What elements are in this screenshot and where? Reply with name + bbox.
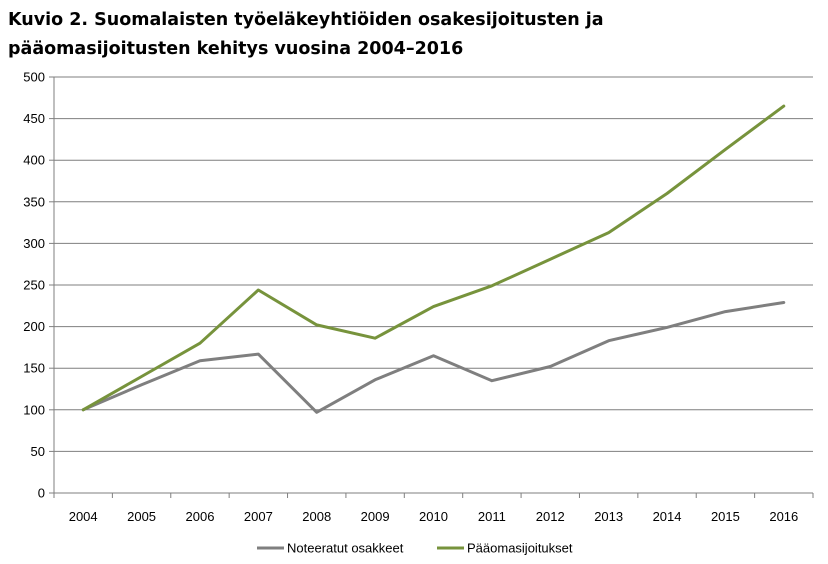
x-tick-label: 2008 <box>302 509 331 524</box>
y-tick-label: 300 <box>23 236 45 251</box>
x-tick-label: 2004 <box>69 509 98 524</box>
y-tick-label: 100 <box>23 402 45 417</box>
y-tick-label: 50 <box>31 444 45 459</box>
chart-title: Kuvio 2. Suomalaisten työeläkeyhtiöiden … <box>8 6 808 64</box>
chart-title-line-1: Kuvio 2. Suomalaisten työeläkeyhtiöiden … <box>8 10 604 30</box>
y-tick-label: 250 <box>23 278 45 293</box>
y-tick-label: 150 <box>23 361 45 376</box>
y-axis-ticks: 0 50 100 150 200 250 300 350 400 450 500 <box>23 70 54 501</box>
legend-label: Noteeratut osakkeet <box>287 541 404 556</box>
x-tick-label: 2011 <box>478 509 506 524</box>
x-tick-label: 2013 <box>594 509 623 524</box>
x-tick-label: 2009 <box>361 509 390 524</box>
y-tick-label: 350 <box>23 194 45 209</box>
legend-item-1: Noteeratut osakkeet <box>257 541 404 556</box>
x-tick-label: 2005 <box>127 509 156 524</box>
x-tick-label: 2010 <box>419 509 448 524</box>
legend-item-2: Pääomasijoitukset <box>437 541 573 556</box>
chart-title-line-2: pääomasijoitusten kehitys vuosina 2004–2… <box>8 39 464 59</box>
series-line-1 <box>81 301 786 414</box>
series-line-2 <box>81 104 786 412</box>
x-tick-label: 2012 <box>536 509 565 524</box>
legend: Noteeratut osakkeet Pääomasijoitukset <box>257 541 573 556</box>
legend-label: Pääomasijoitukset <box>467 541 573 556</box>
x-tick-label: 2016 <box>769 509 798 524</box>
x-tick-label: 2006 <box>186 509 215 524</box>
series-lines <box>81 104 786 414</box>
x-tick-label: 2015 <box>711 509 740 524</box>
y-tick-label: 450 <box>23 111 45 126</box>
y-tick-label: 200 <box>23 319 45 334</box>
x-axis: 2004 2005 2006 2007 2008 2009 2010 2011 2012 2013… <box>53 77 814 524</box>
gridlines <box>54 76 813 452</box>
x-tick-label: 2014 <box>653 509 682 524</box>
y-tick-label: 400 <box>23 153 45 168</box>
x-tick-label: 2007 <box>244 509 273 524</box>
y-tick-label: 500 <box>23 70 45 85</box>
y-tick-label: 0 <box>38 486 45 501</box>
